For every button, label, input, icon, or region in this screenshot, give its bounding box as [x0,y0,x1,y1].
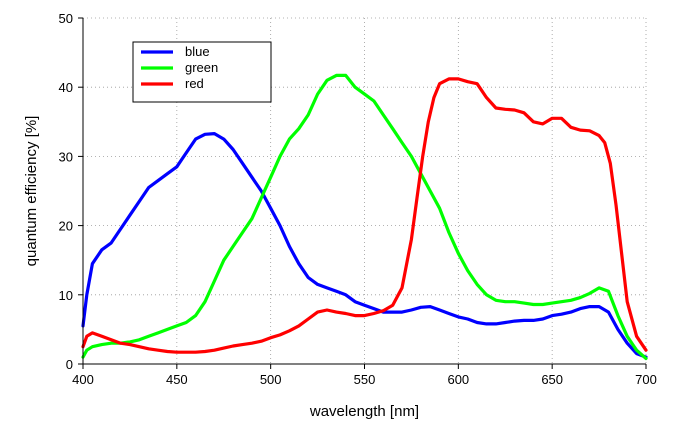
x-tick-labels: 400 450 500 550 600 650 700 [72,372,657,387]
x-tick-label: 450 [166,372,188,387]
y-tick-label: 40 [59,80,73,95]
x-tick-label: 600 [447,372,469,387]
y-axis-title: quantum efficiency [%] [23,116,40,267]
y-tick-label: 30 [59,149,73,164]
x-tick-label: 550 [354,372,376,387]
series-line-red [81,77,648,354]
axes [78,17,647,369]
series-line-green [81,73,648,361]
x-tick-label: 700 [635,372,657,387]
x-tick-label: 500 [260,372,282,387]
series-lines [81,73,648,361]
y-tick-label: 10 [59,288,73,303]
x-tick-label: 400 [72,372,94,387]
series-line-blue [81,132,648,359]
y-tick-label: 0 [66,357,73,372]
legend-label-blue: blue [185,44,210,59]
legend-label-red: red [185,76,204,91]
legend-label-green: green [185,60,218,75]
y-tick-label: 20 [59,219,73,234]
y-tick-label: 50 [59,11,73,26]
x-tick-label: 650 [541,372,563,387]
y-tick-labels: 0 10 20 30 40 50 [59,11,73,372]
x-axis-title: wavelength [nm] [309,403,419,420]
